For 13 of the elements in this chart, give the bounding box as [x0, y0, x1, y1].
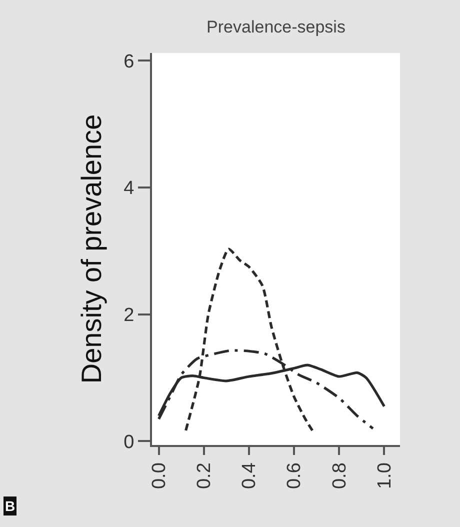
x-tick-label: 0.0	[148, 462, 170, 490]
y-tick-label: 4	[124, 178, 135, 200]
x-tick-label: 0.8	[329, 462, 350, 490]
y-tick-label: 6	[124, 51, 134, 72]
x-tick-label: 0.4	[239, 462, 260, 490]
text: B	[5, 498, 16, 514]
x-tick-label: 1.0	[374, 462, 396, 490]
chart-title: Prevalence-sepsis	[206, 17, 346, 36]
x-tick-label: 0.6	[284, 462, 306, 490]
y-axis-title: Density of prevalence	[76, 114, 107, 384]
y-tick-label: 0	[124, 432, 134, 453]
x-tick-label: 0.2	[194, 462, 216, 490]
y-tick-label: 2	[124, 304, 134, 326]
